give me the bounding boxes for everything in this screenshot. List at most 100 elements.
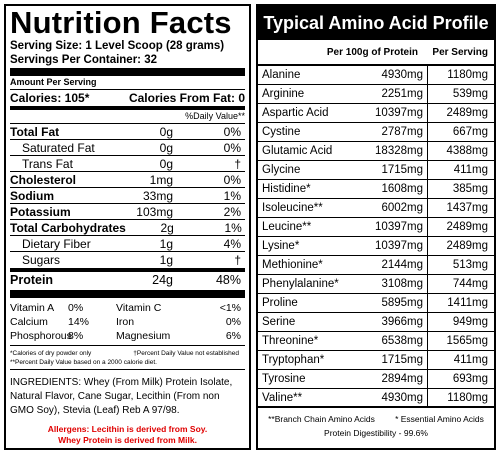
vitamin-row: Vitamin A 0% Vitamin C <1%: [10, 301, 245, 315]
nutrient-amount: 2g: [160, 221, 174, 235]
nutrient-name: Protein: [10, 273, 54, 287]
amino-acid-name: Threonine*: [262, 335, 319, 347]
amino-acid-row: Phenylalanine* 3108mg 744mg: [258, 275, 494, 294]
nutrient-name: Dietary Fiber: [22, 237, 91, 251]
nutrient-daily-value: 0%: [223, 141, 241, 155]
nutrient-name: Sodium: [10, 189, 54, 203]
amino-per-serving: 539mg: [452, 88, 488, 100]
footnote-bcaa: **Branch Chain Amino Acids: [268, 414, 375, 424]
nutrient-daily-value: 1%: [223, 189, 241, 203]
nutrient-daily-value: 0%: [223, 125, 241, 139]
nutrition-facts-panel: Nutrition Facts Serving Size: 1 Level Sc…: [4, 4, 251, 450]
footnote-eaa: * Essential Amino Acids: [395, 414, 484, 424]
amino-acid-name: Isoleucine**: [262, 202, 323, 214]
nutrient-amount: 0g: [159, 141, 173, 155]
nutrient-row-sugars: Sugars 1g †: [10, 252, 245, 268]
divider-medium: [10, 268, 245, 272]
amino-per-100g: 6002mg: [358, 199, 428, 217]
amino-per-serving: 693mg: [452, 373, 488, 385]
amino-per-serving: 667mg: [452, 126, 488, 138]
amino-footnotes: **Branch Chain Amino Acids * Essential A…: [258, 408, 494, 427]
nutrient-row-total-fat: Total Fat 0g 0%: [10, 124, 245, 140]
amino-acid-row: Methionine* 2144mg 513mg: [258, 256, 494, 275]
amino-per-serving: 744mg: [452, 278, 488, 290]
nutrient-daily-value: 4%: [223, 237, 241, 251]
amino-per-100g: 2144mg: [358, 256, 428, 274]
column-header-per-100g: Per 100g of Protein: [326, 47, 418, 58]
vitamin-name: Vitamin A: [10, 302, 55, 314]
nutrient-name: Saturated Fat: [22, 141, 95, 155]
nutrient-daily-value: 2%: [223, 205, 241, 219]
amino-per-serving: 4388mg: [446, 145, 488, 157]
amino-acid-name: Methionine*: [262, 259, 323, 271]
divider-thick: [10, 290, 245, 298]
amino-per-serving: 949mg: [452, 316, 488, 328]
nutrient-row-trans-fat: Trans Fat 0g †: [10, 156, 245, 172]
vitamin-value: 14%: [68, 316, 90, 328]
amino-per-serving: 513mg: [452, 259, 488, 271]
amino-acid-row: Serine 3966mg 949mg: [258, 313, 494, 332]
amino-acid-panel: Typical Amino Acid Profile Per 100g of P…: [256, 4, 496, 450]
nutrient-name: Potassium: [10, 205, 71, 219]
nutrient-amount: 0g: [159, 125, 173, 139]
protein-digestibility: Protein Digestibility - 99.6%: [324, 428, 428, 438]
nutrient-amount: 33mg: [142, 189, 173, 203]
amino-per-serving: 385mg: [452, 183, 488, 195]
nutrient-amount: 24g: [152, 273, 173, 287]
amount-per-serving: Amount Per Serving: [10, 76, 245, 90]
amino-acid-name: Aspartic Acid: [262, 107, 329, 119]
amino-acid-header: Per 100g of Protein Per Serving: [258, 40, 494, 66]
amino-acid-name: Proline: [262, 297, 298, 309]
nutrient-daily-value: 1%: [224, 221, 242, 235]
vitamin-value: 6%: [225, 330, 241, 342]
serving-size: Serving Size: 1 Level Scoop (28 grams): [10, 40, 225, 52]
amino-per-serving: 2489mg: [446, 107, 488, 119]
vitamin-value: 8%: [68, 330, 84, 342]
nutrient-name: Total Fat: [10, 125, 60, 139]
amino-acid-row: Cystine 2787mg 667mg: [258, 123, 494, 142]
allergens-line-1: Allergens: Lecithin is derived from Soy.: [47, 424, 208, 434]
nutrition-facts-title: Nutrition Facts: [10, 5, 232, 40]
footnote-row: *Calories of dry powder only †Percent Da…: [10, 349, 245, 358]
vitamin-name: Iron: [116, 316, 135, 328]
amino-acid-row: Glycine 1715mg 411mg: [258, 161, 494, 180]
nutrient-row-cholesterol: Cholesterol 1mg 0%: [10, 172, 245, 188]
footnote-row: **Percent Daily Value based on a 2000 ca…: [10, 358, 245, 367]
nutrient-row-sodium: Sodium 33mg 1%: [10, 188, 245, 204]
nutrient-daily-value: †: [234, 253, 241, 267]
amino-per-serving: 2489mg: [446, 240, 488, 252]
amino-per-serving: 1180mg: [447, 69, 488, 81]
nutrient-name: Total Carbohydrates: [10, 221, 126, 235]
amino-acid-name: Phenylalanine*: [262, 278, 339, 290]
nutrient-daily-value: 48%: [215, 273, 241, 287]
amino-acid-row: Valine** 4930mg 1180mg: [258, 389, 494, 408]
amino-acid-row: Arginine 2251mg 539mg: [258, 85, 494, 104]
nutrient-amount: 1g: [159, 237, 173, 251]
amino-per-serving: 1565mg: [446, 335, 488, 347]
divider-medium: [10, 106, 245, 110]
amino-acid-name: Tyrosine: [262, 373, 306, 385]
amino-per-100g: 1715mg: [358, 161, 428, 179]
amino-acid-title: Typical Amino Acid Profile: [258, 6, 494, 40]
nutrient-row-total-carbohydrates: Total Carbohydrates 2g 1%: [10, 220, 245, 236]
calories-from-fat: Calories From Fat: 0: [128, 91, 245, 105]
divider-thick: [10, 68, 245, 76]
amino-acid-row: Glutamic Acid 18328mg 4388mg: [258, 142, 494, 161]
amino-per-100g: 3108mg: [358, 275, 428, 293]
amino-per-100g: 6538mg: [358, 332, 428, 350]
vitamins-minerals: Vitamin A 0% Vitamin C <1% Calcium 14% I…: [10, 298, 245, 346]
vitamin-value: 0%: [225, 316, 241, 328]
footnote-dv-not-established: †Percent Daily Value not established: [133, 350, 239, 357]
amino-acid-row: Alanine 4930mg 1180mg: [258, 66, 494, 85]
daily-value-header: %Daily Value**: [10, 110, 245, 124]
amino-per-serving: 411mg: [453, 354, 488, 366]
amino-per-100g: 10397mg: [358, 237, 428, 255]
amino-acid-row: Tryptophan* 1715mg 411mg: [258, 351, 494, 370]
calories: Calories: 105*: [10, 91, 90, 105]
nutrient-name: Trans Fat: [22, 157, 73, 171]
amino-per-100g: 1608mg: [358, 180, 428, 198]
footnote-dv-basis: **Percent Daily Value based on a 2000 ca…: [10, 359, 157, 366]
nutrient-name: Cholesterol: [10, 173, 77, 187]
amino-acid-row: Aspartic Acid 10397mg 2489mg: [258, 104, 494, 123]
amino-acid-row: Histidine* 1608mg 385mg: [258, 180, 494, 199]
